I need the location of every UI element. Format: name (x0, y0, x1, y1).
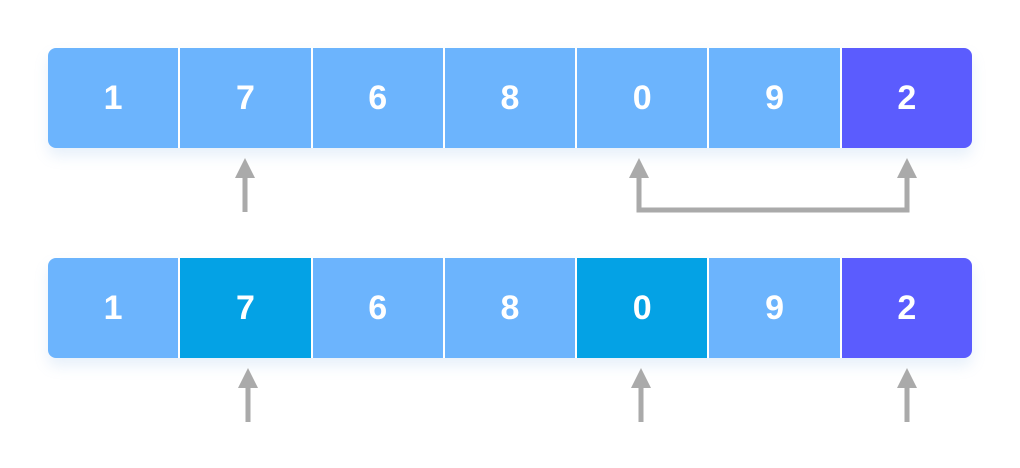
pivot-cell: 2 (841, 48, 972, 148)
array-cell-3: 8 (444, 258, 578, 358)
array-cell-5: 9 (709, 258, 842, 358)
array-cell-4: 0 (577, 48, 710, 148)
array-cell-1: 7 (180, 48, 313, 148)
arrow-head-icon (631, 368, 651, 388)
array-row-after: 1 7 6 8 0 9 2 (48, 258, 972, 358)
array-cell-3: 8 (444, 48, 578, 148)
swapped-cell-4: 0 (577, 258, 710, 358)
arrow-head-icon (897, 158, 917, 178)
array-cell-0: 1 (48, 258, 181, 358)
compare-bracket-line (636, 176, 910, 213)
pivot-cell: 2 (841, 258, 972, 358)
array-row-before: 1 7 6 8 0 9 2 (48, 48, 972, 148)
array-cell-2: 6 (312, 258, 445, 358)
array-cell-2: 6 (312, 48, 445, 148)
arrow-head-icon (629, 158, 649, 178)
array-cell-0: 1 (48, 48, 181, 148)
arrow-head-icon (897, 368, 917, 388)
array-cell-5: 9 (709, 48, 842, 148)
swapped-cell-1: 7 (180, 258, 313, 358)
arrow-head-icon (235, 158, 255, 178)
arrow-head-icon (238, 368, 258, 388)
